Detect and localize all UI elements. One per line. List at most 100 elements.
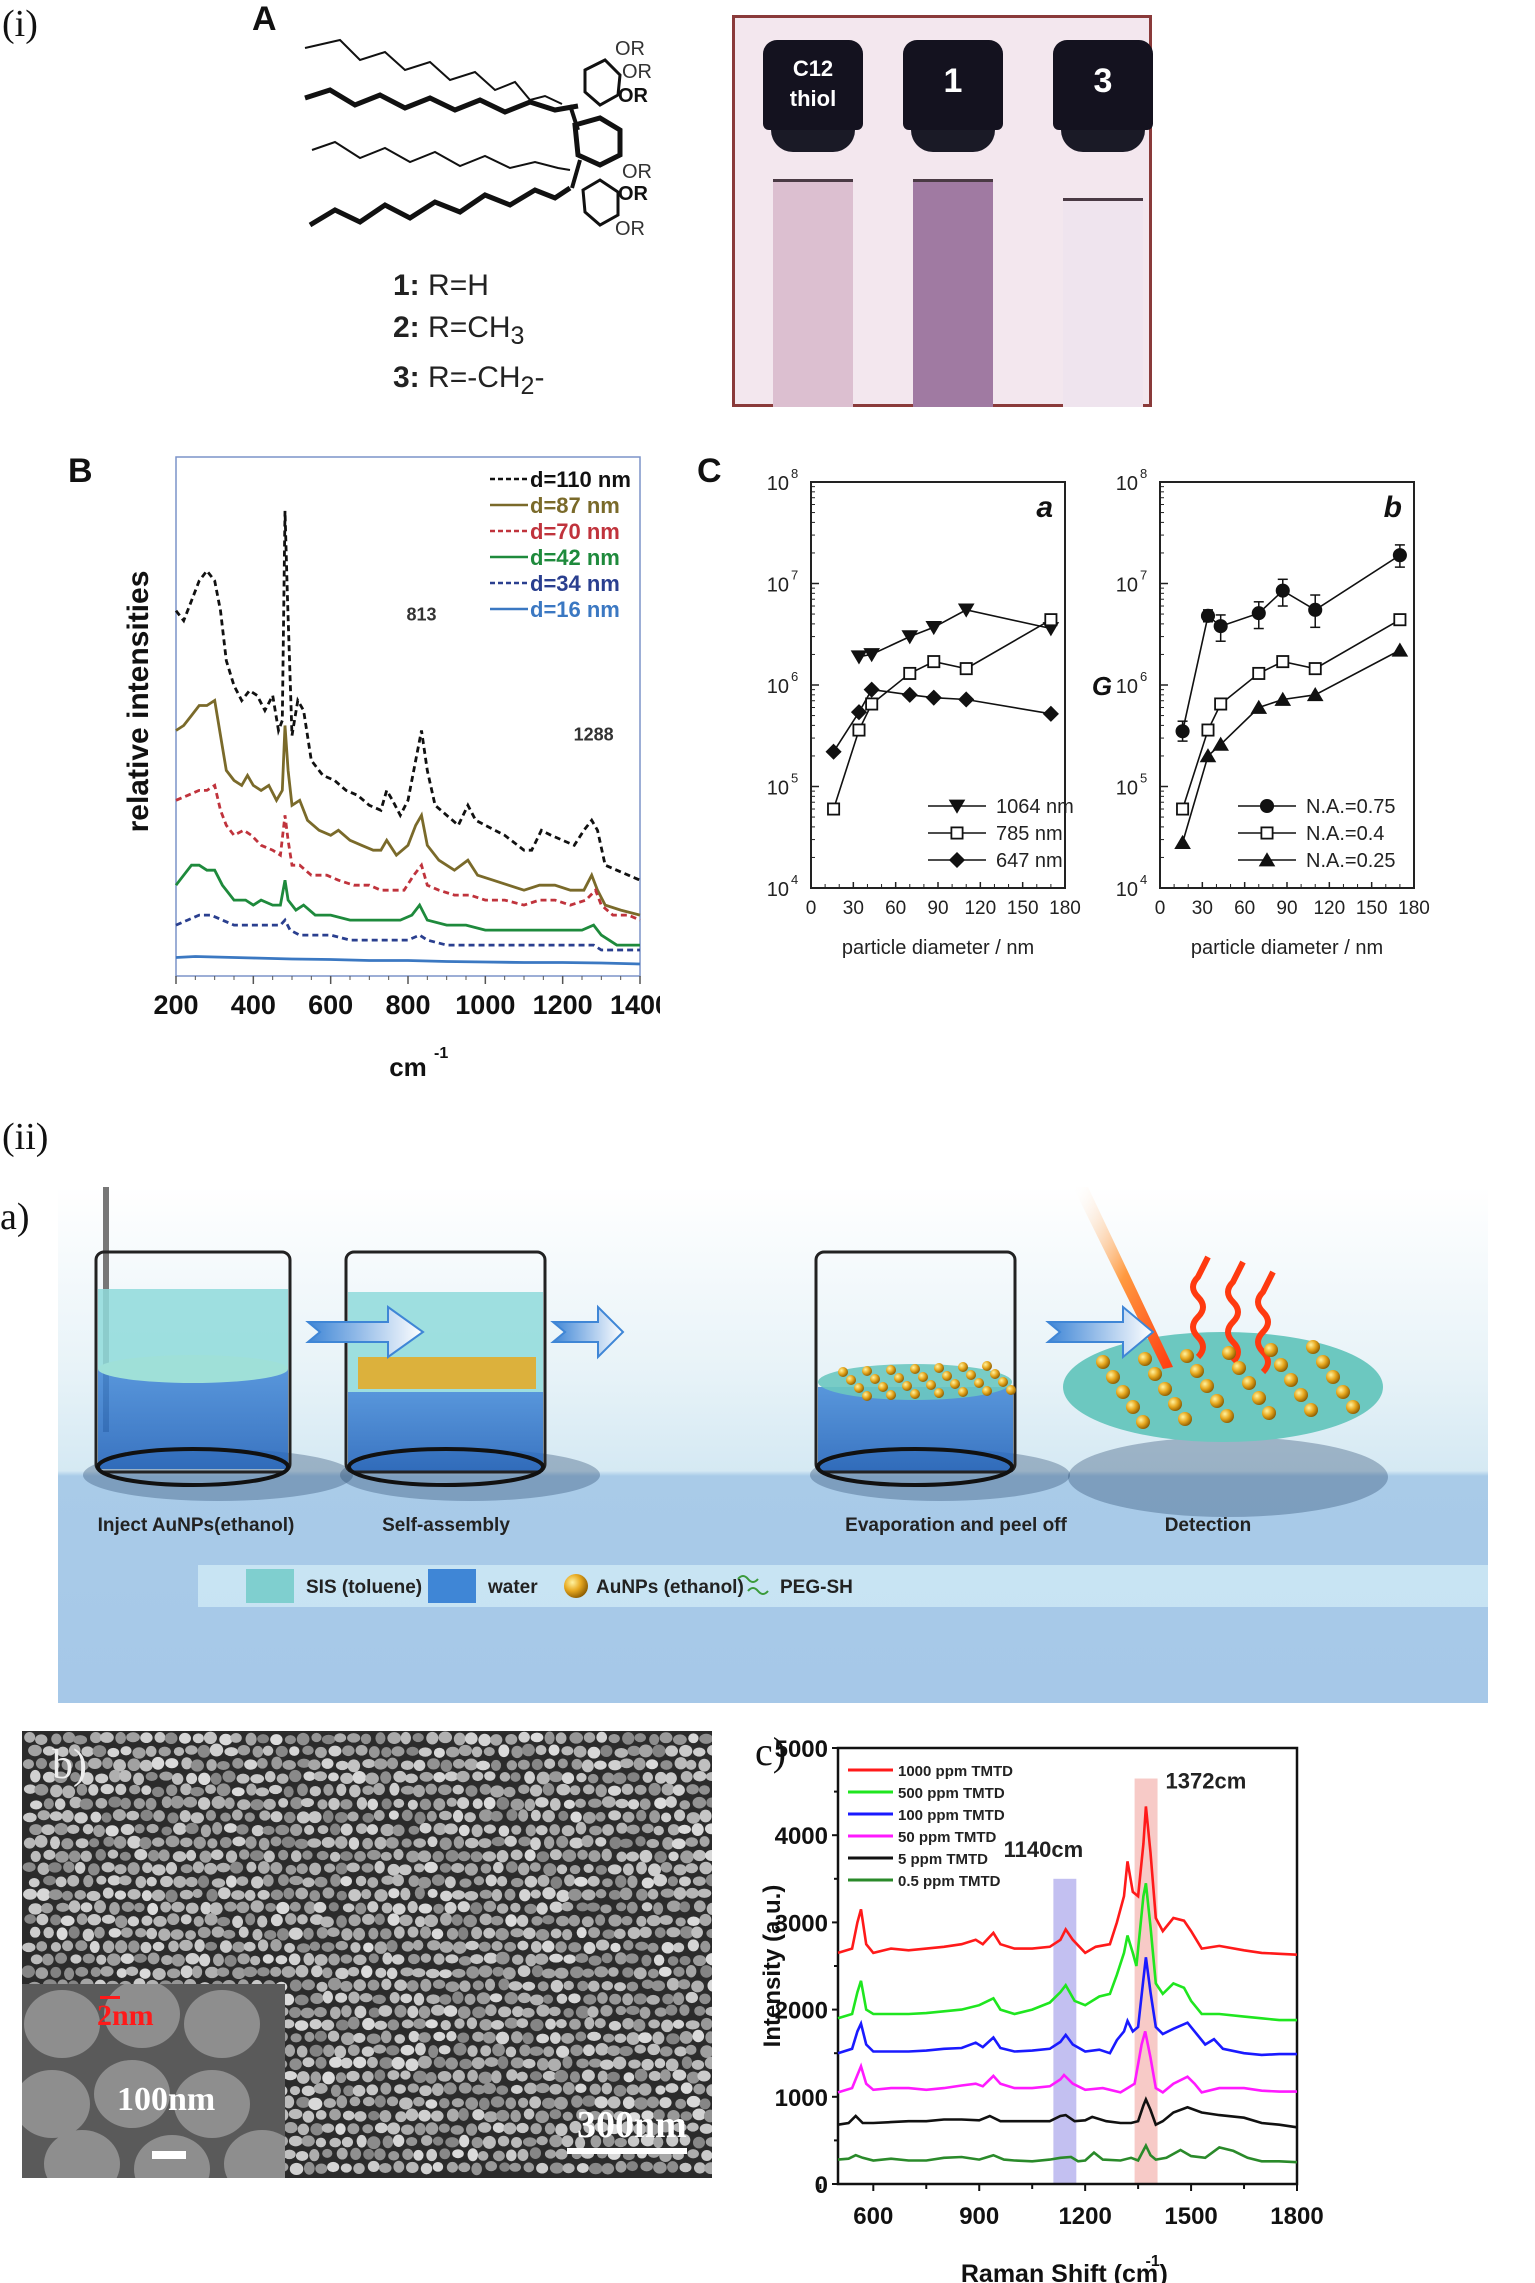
nanoparticle: [549, 1849, 562, 1861]
data-point: [1200, 608, 1216, 623]
x-axis-label: Raman Shift (cm: [961, 2260, 1158, 2283]
nanoparticle: [315, 2056, 327, 2069]
nanoparticle: [311, 1732, 322, 1743]
x-tick-label: 150: [1356, 898, 1388, 919]
nanoparticle: [289, 1979, 302, 1992]
series-line: [837, 2096, 1298, 2129]
nanoparticle: [603, 2033, 615, 2043]
nanoparticle: [304, 2031, 315, 2043]
nanoparticle: [336, 1915, 347, 1928]
nanoparticle: [707, 1979, 712, 1992]
nanoparticle: [363, 2148, 374, 2160]
nanoparticle: [43, 1875, 56, 1886]
nanoparticle: [303, 1927, 314, 1940]
or-label: OR: [618, 85, 649, 107]
nanoparticle: [275, 1955, 288, 1965]
nanoparticle: [673, 1966, 685, 1977]
nanoparticle: [472, 2109, 485, 2121]
nanoparticle: [321, 1734, 336, 1745]
nanoparticle: [213, 1953, 224, 1967]
nanoparticle: [95, 1773, 109, 1784]
data-point: [959, 662, 973, 676]
nanoparticle: [525, 1953, 537, 1967]
aunp-icon: [886, 1365, 896, 1375]
nanoparticle: [361, 1965, 373, 1978]
nanoparticle: [223, 1823, 238, 1833]
nanoparticle: [404, 1773, 418, 1784]
aromatic-ring: [581, 178, 620, 227]
nanoparticle: [401, 1838, 412, 1848]
vial-cap: 1: [903, 40, 1003, 130]
inset-scale-label: 100nm: [117, 2081, 216, 2118]
nanoparticle: [699, 2123, 712, 2134]
nanoparticle: [307, 1838, 322, 1848]
nanoparticle: [529, 2071, 543, 2081]
nanoparticle: [485, 2161, 498, 2172]
nanoparticle: [348, 1888, 362, 1902]
nanoparticle: [366, 1849, 381, 1860]
nanoparticle: [576, 2058, 589, 2069]
nanoparticle: [283, 2070, 298, 2081]
nanoparticle: [139, 1837, 152, 1850]
nanoparticle: [232, 1967, 246, 1980]
legend-label: 1064 nm: [996, 796, 1074, 818]
nanoparticle: [639, 1798, 651, 1810]
nanoparticle: [667, 2161, 679, 2173]
nanoparticle: [427, 1758, 440, 1770]
y-tick-exponent: 8: [1140, 466, 1147, 481]
series-line-d34nm: [175, 913, 640, 952]
nanoparticle: [691, 1980, 704, 1993]
y-tick-exponent: 6: [791, 669, 798, 684]
nanoparticle: [301, 2135, 315, 2147]
series-line: [832, 619, 1052, 810]
nanoparticle: [472, 2031, 485, 2042]
legend-label: water: [487, 1577, 538, 1598]
nanoparticle: [459, 2134, 470, 2148]
nanoparticle: [437, 1784, 452, 1796]
nanoparticle: [340, 1876, 352, 1887]
nanoparticle: [407, 1799, 418, 1810]
nanoparticle: [393, 2160, 405, 2173]
nanoparticle: [413, 1759, 426, 1772]
nanoparticle: [535, 1825, 548, 1836]
nanoparticle: [263, 1850, 275, 1863]
nanoparticle: [648, 2019, 660, 2029]
nanoparticle: [406, 1980, 419, 1992]
nanoparticle: [400, 1760, 414, 1770]
nanoparticle: [88, 1757, 102, 1770]
nanoparticle: [438, 2045, 451, 2055]
nanoparticle: [297, 1914, 308, 1925]
nanoparticle: [23, 1888, 38, 1900]
nanoparticle: [535, 2083, 550, 2094]
aunp-icon: [1252, 1391, 1266, 1405]
nanoparticle: [407, 1901, 418, 1914]
nanoparticle: [134, 1823, 145, 1834]
nanoparticle: [159, 1771, 173, 1781]
nanoparticle: [524, 2082, 538, 2095]
data-point: [1306, 687, 1324, 702]
nanoparticle: [511, 1825, 522, 1835]
nanoparticle: [205, 1941, 218, 1951]
nanoparticle: [641, 2058, 654, 2071]
nanoparticle: [457, 1901, 470, 1913]
nanoparticle: [619, 2046, 633, 2057]
nanoparticle: [229, 1861, 244, 1874]
nanoparticle: [88, 1784, 99, 1796]
nanoparticle: [491, 1941, 503, 1952]
nanoparticle: [102, 1887, 114, 1899]
nanoparticle: [608, 1759, 622, 1771]
nanoparticle: [347, 1811, 359, 1822]
nanoparticle: [687, 2122, 699, 2132]
nanoparticle: [705, 1874, 712, 1887]
nanoparticle-closeup: [22, 2070, 90, 2138]
nanoparticle: [276, 1773, 289, 1784]
nanoparticle: [76, 1913, 88, 1926]
panel-b-sem-label: b): [52, 1742, 87, 1788]
nanoparticle: [575, 1798, 586, 1808]
nanoparticle: [330, 1874, 341, 1887]
nanoparticle: [297, 1943, 311, 1953]
inset-scale-bar: [152, 2151, 186, 2159]
nanoparticle: [529, 1862, 541, 1872]
nanoparticle: [313, 1901, 327, 1913]
nanoparticle: [601, 2163, 615, 2175]
